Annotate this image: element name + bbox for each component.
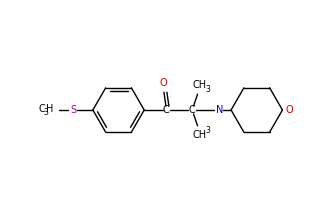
Text: S: S: [70, 105, 76, 115]
Text: 3: 3: [205, 85, 210, 94]
Text: C: C: [38, 104, 45, 114]
Text: H: H: [46, 104, 53, 114]
Text: CH: CH: [192, 80, 206, 90]
Text: O: O: [159, 78, 167, 88]
Text: 3: 3: [43, 108, 48, 117]
Text: O: O: [285, 105, 293, 115]
Text: C: C: [163, 105, 169, 115]
Text: CH: CH: [192, 130, 206, 140]
Text: C: C: [188, 105, 195, 115]
Text: N: N: [216, 105, 223, 115]
Text: 3: 3: [205, 126, 210, 135]
